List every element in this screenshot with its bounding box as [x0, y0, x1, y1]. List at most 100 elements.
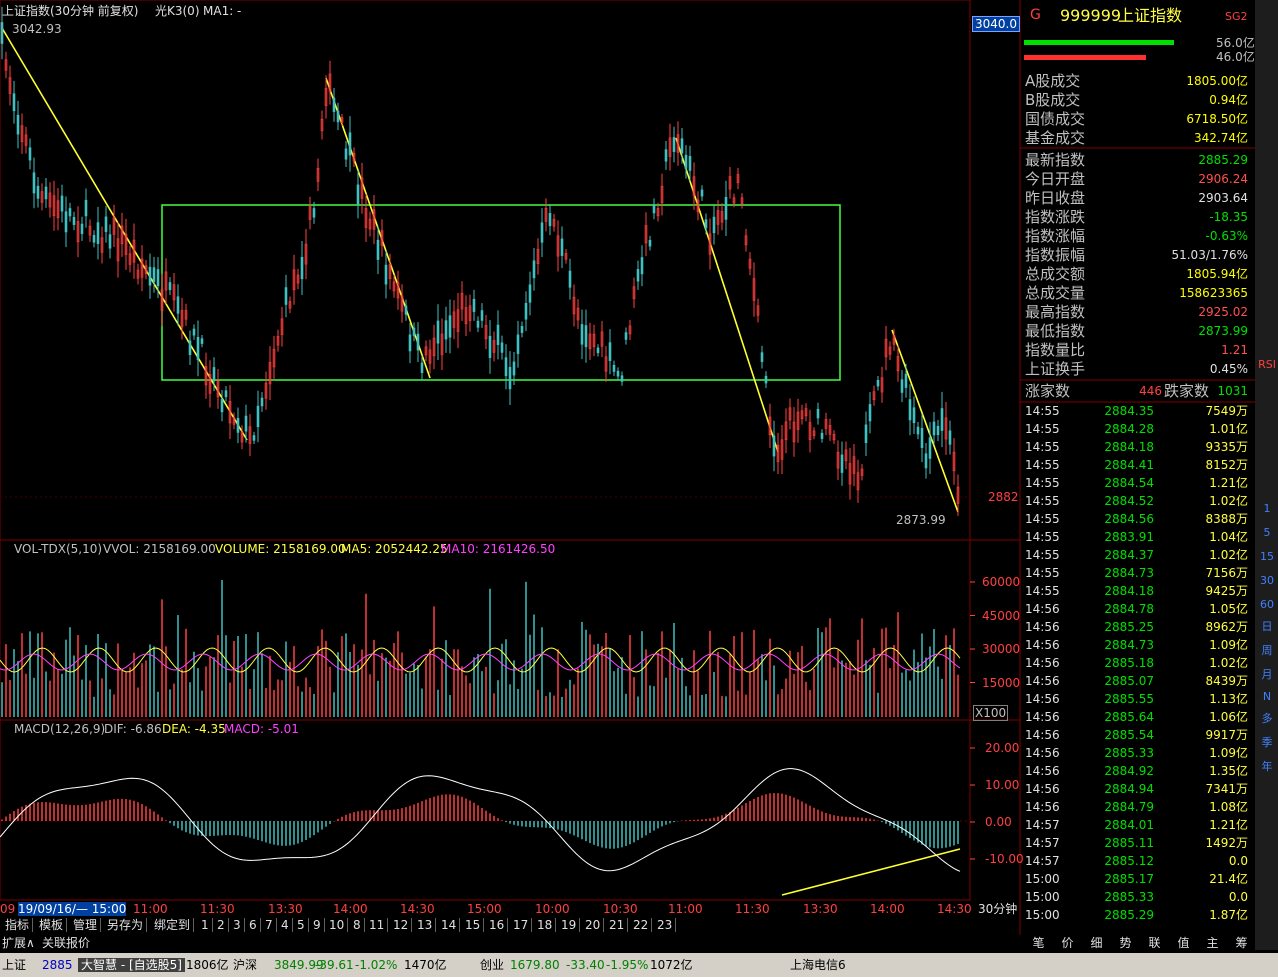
row-value: 342.74亿 [1194, 131, 1248, 145]
tab[interactable]: 17 [510, 918, 533, 932]
macd-tick-label: 20.00 [985, 741, 1020, 755]
toolbar-button[interactable]: 5 [1263, 526, 1271, 539]
candle-body [192, 328, 196, 336]
tab[interactable]: 9 [310, 918, 325, 932]
tab[interactable]: 模板 [36, 918, 68, 932]
toolbar-button[interactable]: N [1262, 690, 1272, 703]
candle-body [680, 138, 684, 154]
tab[interactable]: 1 [198, 918, 213, 932]
panel-tab[interactable]: 价 [1061, 936, 1074, 950]
ext-button: 关联报价 [42, 936, 91, 950]
candle-body [44, 186, 48, 200]
row-label: 昨日收盘 [1025, 189, 1086, 207]
tab[interactable]: 19 [558, 918, 581, 932]
toolbar-button[interactable]: 日 [1261, 620, 1273, 633]
candle-body [448, 315, 452, 338]
tick-time: 14:55 [1025, 476, 1060, 490]
tick-price: 2884.18 [1104, 440, 1154, 454]
toolbar-button[interactable]: 30 [1260, 574, 1274, 587]
tab[interactable]: 21 [606, 918, 629, 932]
panel-tab[interactable]: 筹 [1235, 936, 1248, 950]
candle-body [904, 373, 908, 388]
tab[interactable]: 13 [414, 918, 437, 932]
tab[interactable]: 绑定到 [151, 918, 195, 932]
candle-body [928, 437, 932, 459]
tick-volume: 1.02亿 [1209, 656, 1248, 670]
tab[interactable]: 管理 [70, 918, 102, 932]
status-item: 上证 [2, 958, 27, 972]
tick-volume: 9335万 [1205, 440, 1248, 454]
candle-body [232, 417, 236, 425]
candle-body [220, 399, 224, 413]
candle-body [244, 415, 248, 432]
macd-legend: DIF: -6.86 [104, 722, 162, 736]
toolbar-button[interactable]: 周 [1261, 644, 1273, 657]
tab[interactable]: 23 [654, 918, 677, 932]
tick-time: 15:00 [1025, 908, 1060, 922]
tab[interactable]: 22 [630, 918, 653, 932]
candle-body [176, 296, 180, 314]
tab[interactable]: 指标 [2, 918, 34, 932]
candle-body [840, 454, 844, 473]
axis-label: 2882 [988, 490, 1019, 504]
tab[interactable]: 另存为 [104, 918, 148, 932]
toolbar-button[interactable]: 季 [1261, 736, 1273, 749]
candle-body [100, 237, 104, 253]
candle-body [924, 453, 928, 469]
tab[interactable]: 20 [582, 918, 605, 932]
toolbar-button[interactable]: 1 [1263, 502, 1271, 515]
row-label: 最高指数 [1025, 303, 1086, 321]
candle-body [884, 338, 888, 358]
toolbar-button[interactable]: 年 [1261, 760, 1273, 773]
toolbar-button[interactable]: 60 [1260, 598, 1274, 611]
tab[interactable]: 7 [262, 918, 277, 932]
candle-body [748, 258, 752, 269]
bar-up [1024, 40, 1174, 45]
tab[interactable]: 3 [230, 918, 245, 932]
trend-lines [1, 27, 961, 896]
tab[interactable]: 10 [326, 918, 349, 932]
tick-volume: 9425万 [1205, 584, 1248, 598]
candle-body [144, 265, 148, 274]
panel-tab[interactable]: 主 [1206, 936, 1219, 950]
panel-tab[interactable]: 值 [1177, 936, 1190, 950]
tab[interactable]: 8 [350, 918, 365, 932]
tick-price: 2885.54 [1104, 728, 1154, 742]
candle-body [584, 325, 588, 348]
panel-tab[interactable]: 细 [1090, 936, 1103, 950]
panel-tab[interactable]: 联 [1148, 936, 1161, 950]
tab[interactable]: 5 [294, 918, 309, 932]
toolbar-button[interactable]: 15 [1260, 550, 1274, 563]
row-label: 总成交额 [1025, 265, 1086, 283]
tab[interactable]: 6 [246, 918, 261, 932]
tab[interactable]: 2 [214, 918, 229, 932]
status-item: 2885 [42, 958, 73, 972]
candle-body [112, 217, 116, 235]
tick-price: 2884.52 [1104, 494, 1154, 508]
tab[interactable]: 15 [462, 918, 485, 932]
macd-legend: MACD: -5.01 [224, 722, 299, 736]
row-value: 1.21 [1221, 343, 1248, 357]
toolbar-button[interactable]: 月 [1261, 668, 1273, 681]
tab[interactable]: 14 [438, 918, 461, 932]
toolbar-button[interactable]: 多 [1261, 712, 1273, 725]
candle-body [344, 148, 348, 160]
candle-body [896, 356, 900, 372]
tab[interactable]: 16 [486, 918, 509, 932]
tab[interactable]: 18 [534, 918, 557, 932]
macd-tick-label: -10.00 [985, 852, 1024, 866]
panel-tab[interactable]: 笔 [1032, 936, 1045, 950]
candle-body [140, 258, 144, 278]
candle-body [848, 463, 852, 485]
tick-volume: 1.01亿 [1209, 422, 1248, 436]
panel-tab[interactable]: 势 [1119, 936, 1132, 950]
candle-body [932, 421, 936, 436]
candle-body [516, 334, 520, 354]
candle-body [236, 417, 240, 433]
tick-price: 2884.18 [1104, 584, 1154, 598]
tab[interactable]: 11 [366, 918, 389, 932]
tab[interactable]: 4 [278, 918, 293, 932]
toolbar-button[interactable]: RSI [1258, 358, 1276, 371]
tab[interactable]: 12 [390, 918, 413, 932]
tick-price: 2885.25 [1104, 620, 1154, 634]
